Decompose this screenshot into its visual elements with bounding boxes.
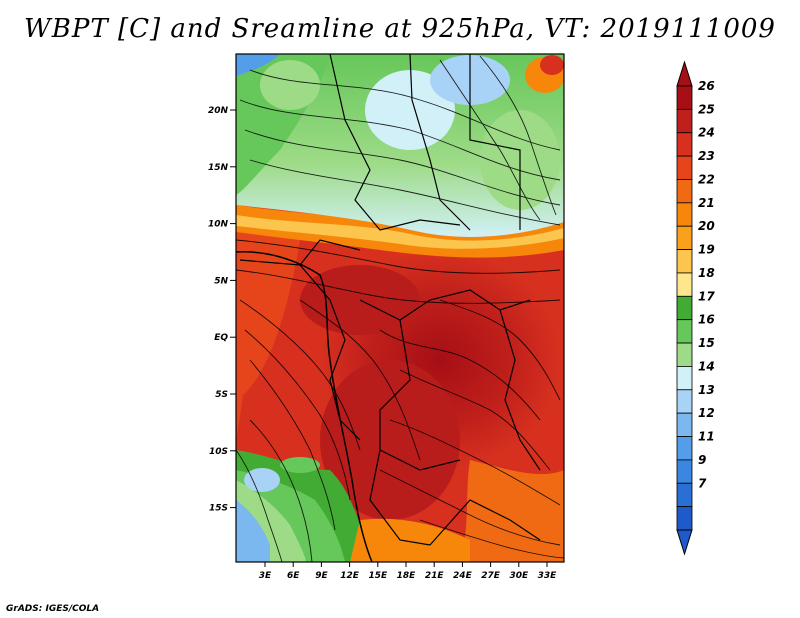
colorbar-segment — [676, 85, 693, 110]
latitude-axis: 20N 15N 10N 5N EQ 5S 10S 15S — [208, 106, 236, 514]
lat-label: 20N — [208, 106, 229, 116]
colorbar-segment — [676, 482, 693, 508]
map-title: WBPT [C] and Sreamline at 925hPa, VT: 20… — [24, 14, 776, 44]
lon-label: 21E — [425, 571, 445, 581]
colorbar-segment — [676, 389, 693, 414]
lon-label: 33E — [538, 571, 558, 581]
lon-label: 3E — [259, 571, 272, 581]
colorbar-segment — [676, 342, 693, 367]
colorbar-label: 19 — [698, 243, 715, 257]
lon-label: 18E — [397, 571, 417, 581]
colorbar-label: 17 — [698, 289, 715, 303]
colorbar-label: 20 — [698, 219, 715, 233]
colorbar-label: 12 — [698, 406, 715, 420]
colorbar-label: 26 — [698, 79, 715, 93]
lat-label: EQ — [214, 333, 228, 343]
colorbar-label: 21 — [698, 196, 715, 210]
colorbar-segment — [676, 108, 693, 134]
lat-label: 5N — [214, 276, 228, 286]
colorbar-top-arrow — [676, 60, 693, 87]
colorbar-segment — [676, 295, 693, 321]
map-frame — [235, 53, 565, 563]
wbpt-field — [236, 54, 564, 562]
colorbar-label: 24 — [698, 126, 715, 140]
grads-credit: GrADS: IGES/COLA — [6, 604, 100, 614]
lat-label: 5S — [215, 390, 228, 400]
lon-label: 9E — [315, 571, 328, 581]
colorbar-label: 23 — [698, 149, 715, 163]
colorbar-label: 15 — [698, 336, 715, 350]
lon-label: 12E — [340, 571, 360, 581]
colorbar-segment — [676, 366, 693, 391]
colorbar-label: 14 — [698, 359, 715, 373]
colorbar-segment — [676, 155, 693, 180]
lon-label: 24E — [453, 571, 473, 581]
colorbar-segment — [676, 249, 693, 274]
colorbar-label: 16 — [698, 313, 715, 327]
longitude-axis: 3E 6E 9E 12E 15E 18E 21E 24E 27E 30E 33E — [259, 562, 557, 581]
colorbar-segment — [676, 412, 693, 437]
colorbar-bottom-arrow — [676, 529, 693, 556]
colorbar-segment — [676, 132, 693, 157]
colorbar: 26 25 24 23 22 21 20 19 18 17 16 15 14 13 12 11 9 7 — [676, 60, 715, 556]
lat-label: 15S — [209, 504, 228, 514]
colorbar-label: 22 — [698, 172, 715, 186]
colorbar-label: 9 — [698, 453, 706, 467]
colorbar-label: 7 — [698, 476, 707, 490]
colorbar-segment — [676, 436, 693, 461]
colorbar-label: 25 — [698, 102, 715, 116]
colorbar-segment — [676, 179, 693, 204]
lat-label: 10S — [209, 447, 228, 457]
lon-label: 27E — [481, 571, 501, 581]
colorbar-label: 18 — [698, 266, 715, 280]
colorbar-segment — [676, 225, 693, 250]
colorbar-segment — [676, 506, 693, 531]
lon-label: 6E — [287, 571, 300, 581]
lon-label: 15E — [368, 571, 388, 581]
lon-label: 30E — [509, 571, 529, 581]
lat-label: 15N — [208, 163, 229, 173]
lat-label: 10N — [208, 220, 229, 230]
colorbar-segment — [676, 459, 693, 484]
colorbar-segment — [676, 272, 693, 297]
colorbar-label: 13 — [698, 383, 715, 397]
colorbar-segment — [676, 319, 693, 344]
colorbar-label: 11 — [698, 430, 715, 444]
colorbar-segment — [676, 202, 693, 227]
